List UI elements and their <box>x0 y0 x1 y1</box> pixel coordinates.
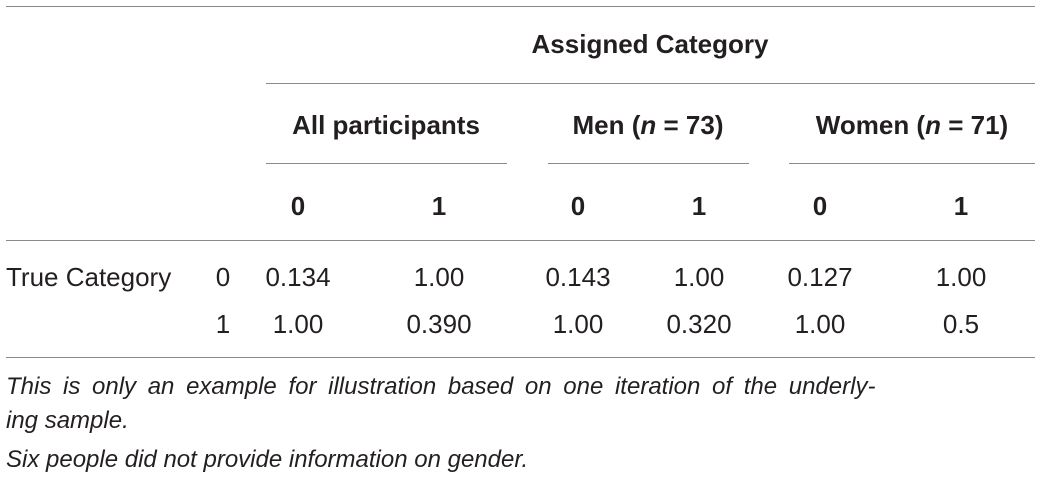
group-n-symbol: n <box>640 110 657 140</box>
men-rule <box>548 163 749 164</box>
table-cell: 1.00 <box>673 262 725 292</box>
subheader-cell: 0 <box>812 191 828 221</box>
group-header-men: Men (n = 73) <box>573 112 724 138</box>
subheader-cell: 0 <box>570 191 586 221</box>
group-label: Women ( <box>815 110 926 140</box>
assigned-category-rule <box>266 83 1035 84</box>
assigned-category-header: Assigned Category <box>531 29 769 59</box>
row-label: 1 <box>215 309 231 339</box>
group-header-all-participants: All participants <box>292 112 480 138</box>
row-header-true-category: True Category <box>6 262 172 292</box>
table-cell: 1.00 <box>413 262 465 292</box>
subheader-cell: 1 <box>691 191 707 221</box>
subheader-cell: 1 <box>431 191 447 221</box>
table-cell: 1.00 <box>935 262 987 292</box>
group-label: All participants <box>292 110 480 140</box>
table-bottom-rule <box>6 357 1035 358</box>
footnote-line-3: Six people did not provide information o… <box>6 446 529 473</box>
table-cell: 0.320 <box>666 309 732 339</box>
subheader-cell: 1 <box>953 191 969 221</box>
header-bottom-rule <box>6 240 1035 241</box>
footnote-line-2: ing sample. <box>6 407 129 434</box>
table-top-rule <box>6 6 1035 7</box>
group-label: Men ( <box>572 110 641 140</box>
women-rule <box>789 163 1035 164</box>
table-cell: 0.5 <box>942 309 980 339</box>
table-cell: 0.390 <box>406 309 472 339</box>
table-cell: 1.00 <box>552 309 604 339</box>
footnote-line-1: This is only an example for illustration… <box>6 373 876 400</box>
group-n-value: = 71) <box>940 110 1009 140</box>
all-participants-rule <box>266 163 507 164</box>
group-n-symbol: n <box>925 110 941 140</box>
table-cell: 0.127 <box>787 262 853 292</box>
group-n-value: = 73) <box>656 110 724 140</box>
subheader-cell: 0 <box>290 191 306 221</box>
group-header-women: Women (n = 71) <box>816 112 1008 138</box>
table-cell: 1.00 <box>794 309 846 339</box>
table-cell: 1.00 <box>272 309 324 339</box>
table-cell: 0.143 <box>545 262 611 292</box>
table-cell: 0.134 <box>265 262 331 292</box>
row-label: 0 <box>215 262 231 292</box>
